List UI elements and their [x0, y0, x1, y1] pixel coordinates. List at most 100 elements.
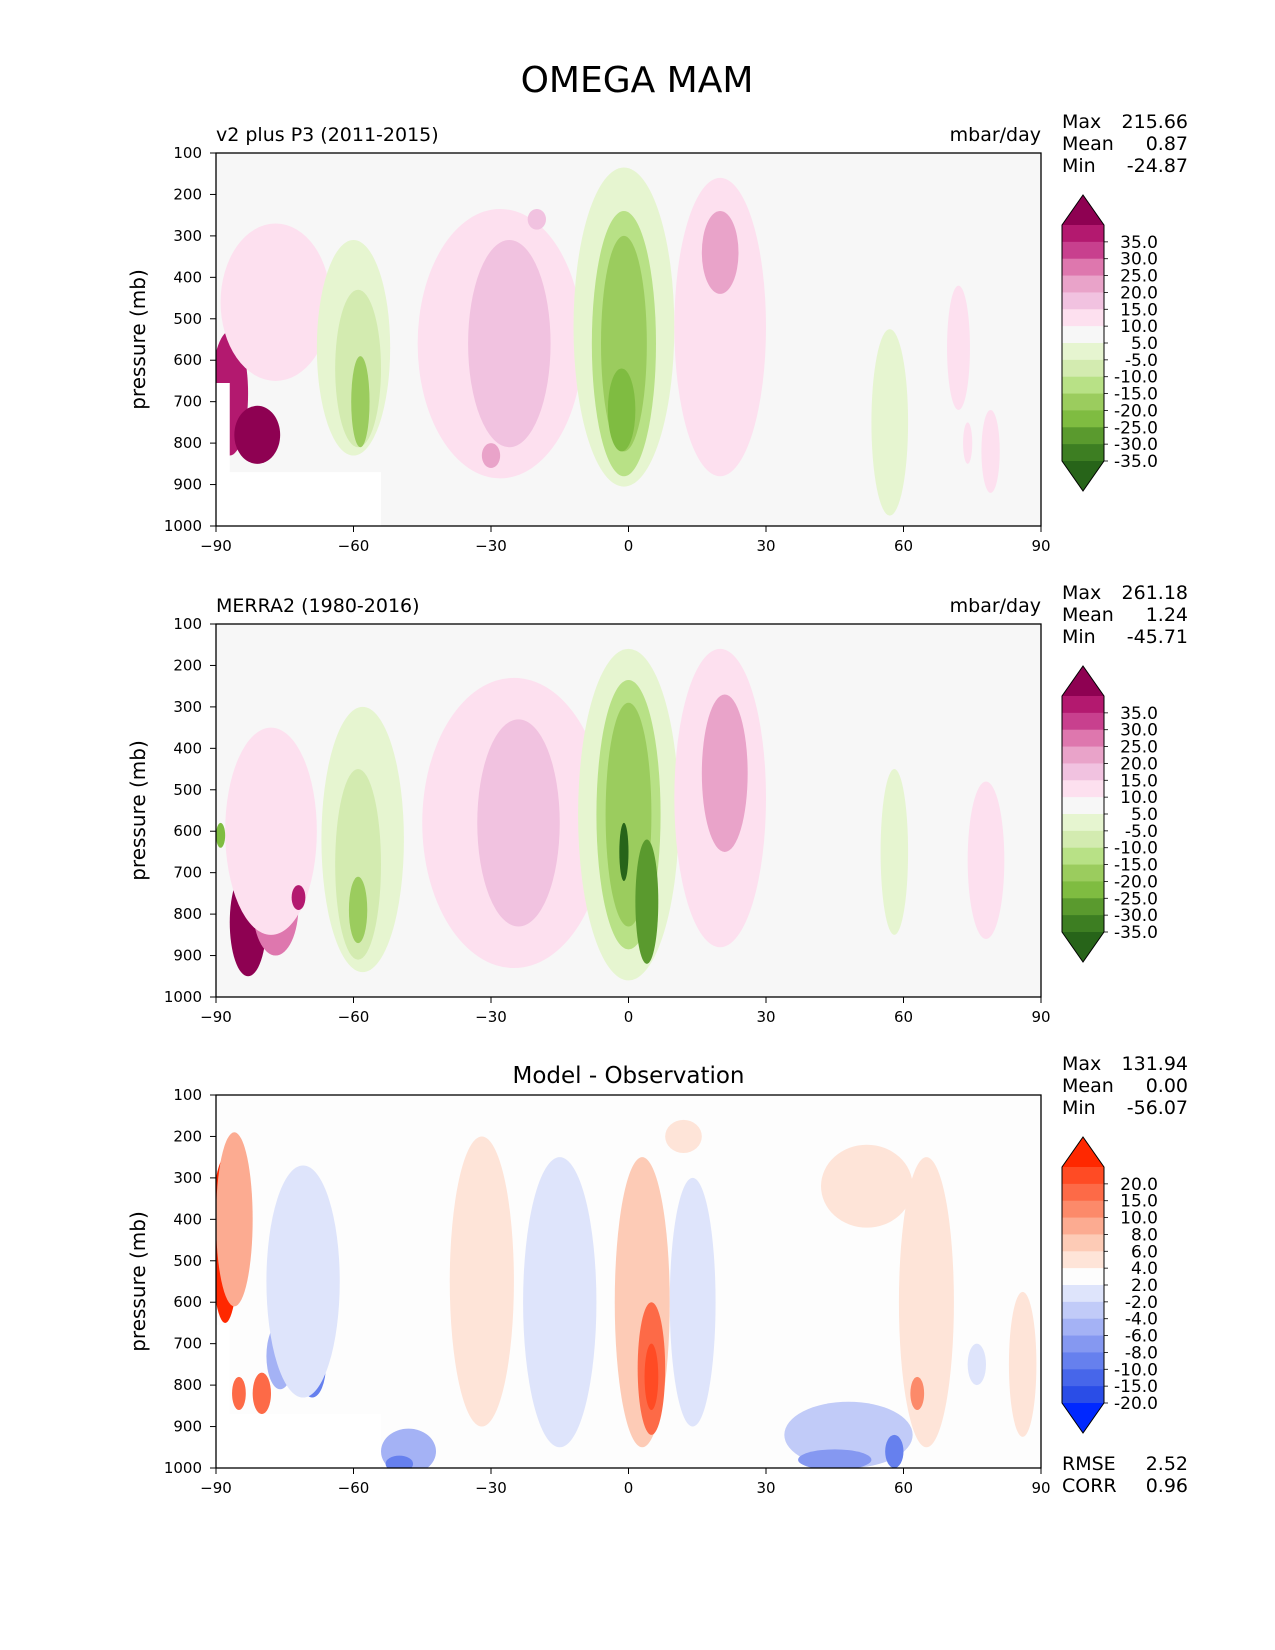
- colorbar-segment: [1062, 696, 1104, 714]
- stat-label: Min: [1062, 1097, 1096, 1119]
- stat-label: CORR: [1062, 1475, 1117, 1497]
- contour-blob: [385, 1455, 414, 1468]
- contour-blob: [234, 405, 281, 464]
- colorbar-segment: [1062, 864, 1104, 882]
- y-tick-label: 100: [173, 144, 202, 162]
- colorbar-segment: [1062, 359, 1104, 378]
- stat-label: Min: [1062, 155, 1096, 177]
- colorbar-label: 5.0: [1131, 805, 1158, 825]
- colorbar-extend-bottom: [1062, 1403, 1104, 1433]
- colorbar-label: 10.0: [1120, 788, 1158, 808]
- stat-value: -24.87: [1127, 155, 1188, 177]
- colorbar-segment: [1062, 275, 1104, 293]
- y-tick-label: 200: [173, 1127, 202, 1145]
- colorbar-segment: [1062, 898, 1104, 916]
- colorbar-label: 30.0: [1120, 250, 1158, 270]
- colorbar-label: -20.0: [1114, 1394, 1158, 1414]
- stat-label: Mean: [1062, 604, 1114, 626]
- colorbar-label: -15.0: [1114, 385, 1158, 405]
- contour-blob: [665, 1119, 702, 1154]
- y-tick-label: 800: [173, 434, 202, 452]
- colorbar-segment: [1062, 410, 1104, 428]
- x-tick-label: −30: [475, 1008, 507, 1026]
- contour-blob: [701, 694, 748, 852]
- contour-blob: [981, 409, 1000, 493]
- x-tick-label: 0: [624, 1008, 634, 1026]
- contour-blob: [232, 1376, 246, 1410]
- colorbar-segment: [1062, 1268, 1104, 1286]
- colorbar-segment: [1062, 712, 1104, 731]
- contour-blob: [880, 769, 909, 935]
- colorbar-extend-top: [1062, 1137, 1104, 1167]
- y-tick-label: 300: [173, 227, 202, 245]
- y-tick-label: 700: [173, 1335, 202, 1353]
- colorbar-label: -10.0: [1114, 839, 1158, 859]
- colorbar: 35.030.025.020.015.010.05.0-5.0-10.0-15.…: [1061, 665, 1158, 963]
- colorbar-segment: [1062, 814, 1104, 832]
- y-tick-label: 900: [173, 476, 202, 494]
- y-axis-label: pressure (mb): [126, 740, 150, 881]
- colorbar-label: -4.0: [1125, 1310, 1158, 1330]
- colorbar-extend-top: [1062, 195, 1104, 225]
- colorbar-segment: [1062, 1335, 1104, 1353]
- colorbar-label: -15.0: [1114, 856, 1158, 876]
- colorbar-segment: [1062, 780, 1104, 798]
- y-tick-label: 1000: [164, 517, 202, 535]
- colorbar-label: -15.0: [1114, 1377, 1158, 1397]
- contour-blob: [947, 285, 970, 410]
- figure-title: OMEGA MAM: [521, 60, 754, 101]
- missing-data-mask: [216, 383, 381, 526]
- stat-value: -56.07: [1127, 1097, 1188, 1119]
- colorbar-label: 4.0: [1131, 1259, 1158, 1279]
- y-tick-label: 400: [173, 1210, 202, 1228]
- colorbar-segment: [1062, 376, 1104, 395]
- y-axis-label: pressure (mb): [126, 1211, 150, 1352]
- colorbar-segment: [1062, 881, 1104, 899]
- y-tick-label: 200: [173, 656, 202, 674]
- colorbar-segment: [1062, 1386, 1104, 1404]
- contour-blob: [871, 329, 909, 516]
- contour-blob: [527, 208, 546, 230]
- panel-units: mbar/day: [950, 595, 1041, 617]
- x-axis: −90 −60 −30 0 30 60 90: [200, 1468, 1051, 1497]
- y-tick-label: 900: [173, 1418, 202, 1436]
- colorbar-segment: [1062, 1318, 1104, 1337]
- stat-value: 0.96: [1146, 1475, 1188, 1497]
- colorbar-segment: [1062, 444, 1104, 462]
- colorbar-label: -2.0: [1125, 1293, 1158, 1313]
- x-tick-label: 60: [894, 1479, 913, 1497]
- y-tick-label: 600: [173, 351, 202, 369]
- y-tick-label: 700: [173, 393, 202, 411]
- contour-blob: [701, 211, 739, 294]
- contour-blob: [216, 822, 226, 848]
- contour-blob: [967, 1343, 986, 1386]
- contour-blob: [885, 1434, 904, 1468]
- colorbar-label: 35.0: [1120, 704, 1158, 724]
- panel-center-title: Model - Observation: [512, 1063, 744, 1089]
- x-tick-label: −60: [338, 1479, 370, 1497]
- colorbar-segment: [1062, 309, 1104, 327]
- stat-value: 261.18: [1122, 582, 1188, 604]
- stat-label: Min: [1062, 626, 1096, 648]
- colorbar-label: -5.0: [1125, 351, 1158, 371]
- colorbar-segment: [1062, 1200, 1104, 1219]
- contour-blob: [477, 719, 560, 927]
- colorbar-extend-bottom: [1062, 461, 1104, 491]
- colorbar-segment: [1062, 1352, 1104, 1370]
- x-tick-label: 30: [756, 1479, 775, 1497]
- contour-blob: [449, 1136, 514, 1427]
- contour-blob: [220, 223, 331, 381]
- colorbar-label: 10.0: [1120, 317, 1158, 337]
- y-tick-label: 100: [173, 615, 202, 633]
- contour-blob: [798, 1449, 872, 1468]
- y-tick-label: 800: [173, 905, 202, 923]
- colorbar-segment: [1062, 326, 1104, 344]
- stat-label: RMSE: [1062, 1453, 1116, 1475]
- colorbar-segment: [1062, 241, 1104, 260]
- colorbar-label: 20.0: [1120, 1175, 1158, 1195]
- y-tick-label: 200: [173, 185, 202, 203]
- y-tick-label: 1000: [164, 988, 202, 1006]
- colorbar-label: -25.0: [1114, 418, 1158, 438]
- colorbar-label: -10.0: [1114, 368, 1158, 388]
